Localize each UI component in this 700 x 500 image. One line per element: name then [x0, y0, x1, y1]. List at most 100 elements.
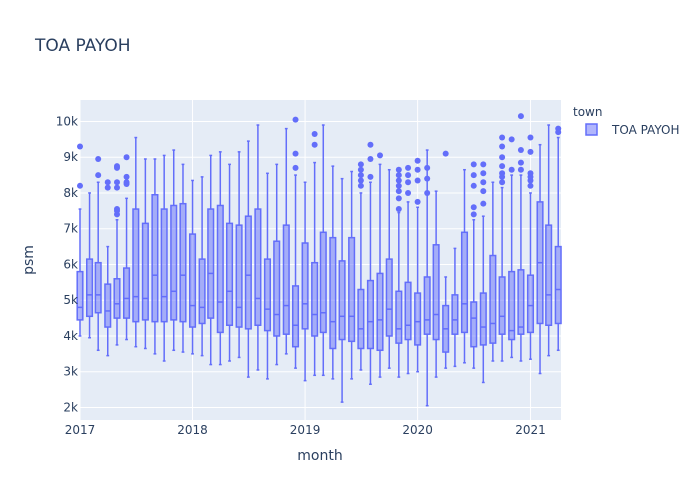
box-2018-09[interactable] [263, 172, 272, 380]
outlier-point[interactable] [527, 182, 534, 189]
outlier-point[interactable] [311, 130, 318, 137]
outlier-point[interactable] [292, 164, 299, 171]
box-2019-11[interactable] [395, 166, 403, 378]
outlier-point[interactable] [114, 206, 120, 213]
box-2020-07[interactable] [470, 161, 478, 369]
outlier-point[interactable] [470, 172, 477, 179]
box-2018-10[interactable] [273, 163, 281, 366]
box-2018-12[interactable] [291, 116, 300, 369]
outlier-point[interactable] [114, 163, 120, 170]
box-2019-05[interactable] [338, 177, 346, 403]
box-2020-02[interactable] [423, 149, 431, 407]
outlier-point[interactable] [123, 173, 130, 180]
box-2017-09[interactable] [151, 158, 159, 355]
outlier-point[interactable] [395, 177, 402, 184]
outlier-point[interactable] [114, 184, 120, 191]
box-2020-09[interactable] [489, 181, 497, 362]
outlier-point[interactable] [517, 159, 524, 166]
outlier-point[interactable] [517, 113, 524, 120]
outlier-point[interactable] [357, 166, 364, 173]
box-2017-07[interactable] [132, 136, 140, 348]
outlier-point[interactable] [395, 195, 402, 202]
box-2019-12[interactable] [404, 164, 412, 375]
outlier-point[interactable] [480, 200, 487, 207]
outlier-point[interactable] [424, 164, 431, 171]
outlier-point[interactable] [395, 166, 402, 173]
box-2018-07[interactable] [244, 140, 252, 378]
legend-swatch[interactable] [585, 123, 598, 136]
outlier-point[interactable] [367, 141, 374, 148]
outlier-point[interactable] [470, 211, 477, 218]
outlier-point[interactable] [395, 188, 402, 195]
outlier-point[interactable] [395, 206, 402, 213]
outlier-point[interactable] [367, 173, 374, 180]
outlier-point[interactable] [424, 189, 431, 196]
box-2019-09[interactable] [376, 152, 384, 378]
box-2018-02[interactable] [198, 176, 206, 357]
outlier-point[interactable] [480, 188, 487, 195]
outlier-point[interactable] [414, 177, 421, 184]
outlier-point[interactable] [480, 179, 487, 186]
outlier-point[interactable] [517, 166, 524, 173]
box-2020-08[interactable] [479, 161, 487, 384]
outlier-point[interactable] [123, 179, 130, 186]
outlier-point[interactable] [414, 166, 421, 173]
outlier-point[interactable] [470, 182, 477, 189]
box-2018-01[interactable] [188, 179, 197, 355]
outlier-point[interactable] [357, 161, 364, 168]
outlier-point[interactable] [527, 170, 534, 177]
box-2018-08[interactable] [254, 124, 262, 371]
outlier-point[interactable] [499, 134, 506, 141]
box-2019-06[interactable] [348, 170, 356, 380]
box-2017-05[interactable] [113, 163, 121, 346]
box-2018-05[interactable] [225, 163, 234, 362]
outlier-point[interactable] [357, 182, 364, 189]
outlier-point[interactable] [104, 184, 111, 191]
outlier-point[interactable] [480, 161, 487, 168]
box-2020-05[interactable] [451, 247, 459, 368]
box-2019-10[interactable] [385, 168, 393, 369]
box-2020-03[interactable] [432, 190, 440, 378]
outlier-point[interactable] [527, 134, 534, 141]
outlier-point[interactable] [555, 125, 562, 132]
box-2021-04[interactable] [554, 125, 562, 352]
outlier-point[interactable] [470, 161, 477, 168]
box-2017-04[interactable] [104, 179, 112, 357]
box-2020-04[interactable] [442, 150, 450, 369]
outlier-point[interactable] [311, 141, 318, 148]
box-2018-06[interactable] [235, 151, 243, 359]
box-2017-03[interactable] [94, 155, 102, 352]
box-2021-02[interactable] [536, 143, 544, 375]
outlier-point[interactable] [292, 116, 299, 123]
outlier-point[interactable] [77, 143, 83, 150]
box-2020-01[interactable] [414, 157, 422, 373]
outlier-point[interactable] [367, 155, 374, 162]
box-2020-11[interactable] [508, 136, 516, 359]
outlier-point[interactable] [499, 163, 506, 170]
outlier-point[interactable] [499, 143, 506, 150]
outlier-point[interactable] [77, 182, 83, 189]
box-2020-06[interactable] [460, 168, 469, 364]
box-series[interactable] [76, 113, 562, 407]
outlier-point[interactable] [499, 170, 506, 177]
outlier-point[interactable] [114, 179, 120, 186]
box-2017-12[interactable] [179, 163, 187, 353]
outlier-point[interactable] [480, 170, 487, 177]
box-2019-04[interactable] [329, 165, 337, 380]
box-2018-11[interactable] [282, 127, 290, 355]
box-2017-10[interactable] [160, 154, 168, 362]
box-2017-02[interactable] [86, 192, 94, 339]
outlier-point[interactable] [395, 172, 402, 179]
outlier-point[interactable] [499, 154, 506, 161]
outlier-point[interactable] [527, 148, 534, 155]
outlier-point[interactable] [405, 189, 412, 196]
outlier-point[interactable] [104, 179, 111, 186]
outlier-point[interactable] [405, 164, 412, 171]
box-2019-03[interactable] [319, 124, 327, 377]
legend[interactable]: town TOA PAYOH [573, 105, 679, 137]
box-2019-08[interactable] [366, 141, 374, 385]
box-2017-08[interactable] [141, 158, 149, 350]
box-2020-10[interactable] [498, 134, 506, 362]
outlier-point[interactable] [95, 155, 102, 162]
outlier-point[interactable] [517, 147, 524, 154]
